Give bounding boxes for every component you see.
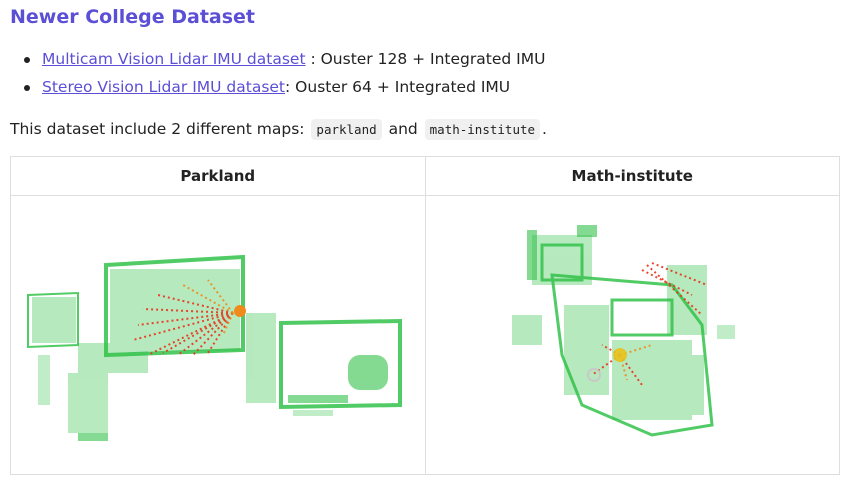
code-math-institute: math-institute	[424, 119, 541, 140]
intro-text-middle: and	[383, 120, 423, 138]
code-parkland: parkland	[311, 119, 382, 140]
parkland-cell	[10, 195, 426, 475]
math-institute-cell	[424, 195, 840, 475]
list-item-text: : Ouster 128 + Integrated IMU	[305, 50, 546, 68]
maps-table: Parkland Math-institute	[10, 156, 840, 475]
section-heading: Newer College Dataset	[10, 6, 255, 28]
dataset-link-list: Multicam Vision Lidar IMU dataset : Oust…	[22, 47, 545, 103]
list-item-text: : Ouster 64 + Integrated IMU	[285, 78, 511, 96]
list-item: Multicam Vision Lidar IMU dataset : Oust…	[22, 47, 545, 75]
parkland-map-image	[26, 254, 402, 441]
intro-paragraph: This dataset include 2 different maps: p…	[10, 117, 547, 142]
table-header-row: Parkland Math-institute	[10, 156, 840, 196]
list-item: Stereo Vision Lidar IMU dataset: Ouster …	[22, 75, 545, 103]
table-row	[10, 195, 840, 475]
stereo-dataset-link[interactable]: Stereo Vision Lidar IMU dataset	[42, 78, 286, 96]
multicam-dataset-link[interactable]: Multicam Vision Lidar IMU dataset	[42, 50, 306, 68]
column-header-parkland: Parkland	[10, 156, 426, 196]
column-header-math-institute: Math-institute	[424, 156, 840, 196]
math-institute-map-image	[512, 225, 736, 437]
bullet-icon	[24, 85, 30, 91]
intro-text-end: .	[542, 120, 547, 138]
intro-text: This dataset include 2 different maps:	[10, 120, 310, 138]
bullet-icon	[24, 57, 30, 63]
